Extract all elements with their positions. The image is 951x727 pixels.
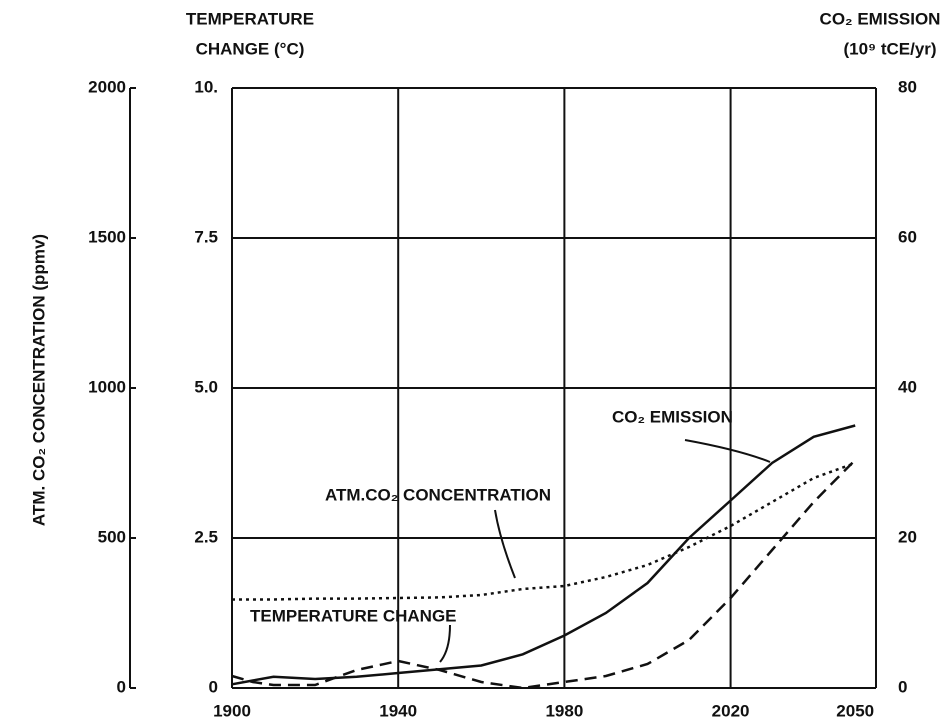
y3-tick-label: 500 <box>98 527 126 546</box>
series-label: CO₂ EMISSION <box>612 407 733 426</box>
y2-axis-title: (10⁹ tCE/yr) <box>843 39 936 58</box>
leader <box>439 624 451 663</box>
x-tick-label: 1980 <box>545 701 583 720</box>
y2-axis-title: CO₂ EMISSION <box>820 9 941 28</box>
y3-axis-title: ATM. CO₂ CONCENTRATION (ppmv) <box>29 234 48 526</box>
series-line <box>231 459 857 690</box>
leader <box>494 509 516 579</box>
series-line <box>231 424 856 686</box>
series-label: TEMPERATURE CHANGE <box>250 606 457 625</box>
y3-tick-label: 1000 <box>88 377 126 396</box>
y-axis-title: CHANGE (°C) <box>196 39 305 58</box>
y-tick-label: 10. <box>194 77 218 96</box>
series-label: ATM.CO₂ CONCENTRATION <box>325 485 551 504</box>
x-tick-label: 1900 <box>213 701 251 720</box>
y3-tick-label: 1500 <box>88 227 126 246</box>
y3-tick-label: 0 <box>117 677 126 696</box>
series-line <box>232 461 856 601</box>
x-tick-label: 1940 <box>379 701 417 720</box>
y2-tick-label: 0 <box>898 677 907 696</box>
y2-tick-label: 40 <box>898 377 917 396</box>
x-tick-label: 2050 <box>836 701 874 720</box>
y-axis-title: TEMPERATURE <box>186 9 314 28</box>
y-tick-label: 0 <box>209 677 218 696</box>
y3-tick-label: 2000 <box>88 77 126 96</box>
y2-tick-label: 80 <box>898 77 917 96</box>
y-tick-label: 2.5 <box>194 527 218 546</box>
leader <box>684 439 771 463</box>
y2-tick-label: 20 <box>898 527 917 546</box>
y2-tick-label: 60 <box>898 227 917 246</box>
y-tick-label: 5.0 <box>194 377 218 396</box>
x-tick-label: 2020 <box>712 701 750 720</box>
y-tick-label: 7.5 <box>194 227 218 246</box>
